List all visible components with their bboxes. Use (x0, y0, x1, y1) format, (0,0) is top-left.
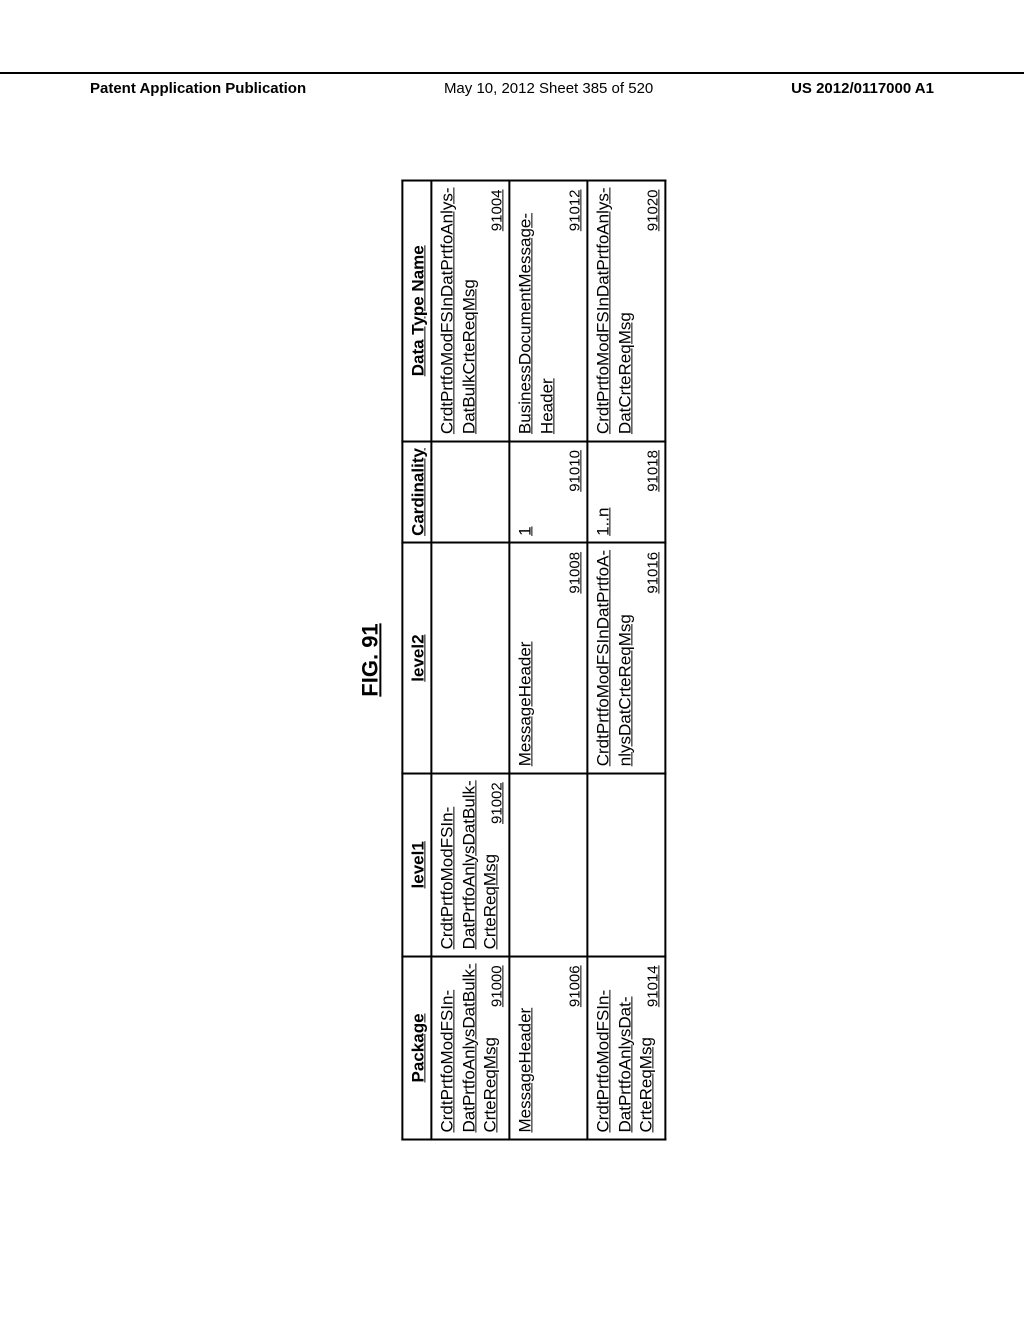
header-center: May 10, 2012 Sheet 385 of 520 (444, 80, 653, 97)
table-header-row: Package level1 level2 Cardinality Data T… (402, 180, 431, 1139)
table-row: MessageHeader 91006 MessageHeader 91008 1 910… (510, 180, 588, 1139)
cell-text: DatPrtfoAnlysDat- (614, 963, 635, 1132)
cell-text: 1 (515, 448, 536, 536)
cell-level2: CrdtPrtfoModFSInDatPrtfoA-nlysDatCrteReq… (588, 543, 666, 773)
cell-card: 1 91010 (510, 441, 588, 543)
cell-level1 (588, 773, 666, 956)
cell-text: MessageHeader (515, 963, 536, 1132)
cell-package: CrdtPrtfoModFSIn-DatPrtfoAnlysDat-CrteRe… (588, 956, 666, 1139)
col-header-cardinality: Cardinality (402, 441, 431, 543)
cell-text: BusinessDocumentMessage- (515, 187, 536, 434)
figure-title: FIG. 91 (357, 179, 383, 1140)
cell-ref: 91018 (644, 450, 663, 492)
cell-text: DatCrteReqMsg (614, 187, 635, 434)
cell-level1 (510, 773, 588, 956)
cell-text: CrdtPrtfoModFSInDatPrtfoAnlys- (437, 187, 458, 434)
col-header-package: Package (402, 956, 431, 1139)
cell-dtype: CrdtPrtfoModFSInDatPrtfoAnlys-DatBulkCrt… (432, 180, 510, 441)
cell-text: CrdtPrtfoModFSInDatPrtfoA- (593, 550, 614, 766)
cell-ref: 91012 (566, 189, 585, 231)
cell-card: 1..n 91018 (588, 441, 666, 543)
cell-text: CrdtPrtfoModFSInDatPrtfoAnlys- (593, 187, 614, 434)
cell-text: MessageHeader (515, 550, 536, 766)
cell-ref: 91016 (644, 552, 663, 594)
cell-text: Header (536, 187, 557, 434)
cell-dtype: CrdtPrtfoModFSInDatPrtfoAnlys-DatCrteReq… (588, 180, 666, 441)
table-row: CrdtPrtfoModFSIn-DatPrtfoAnlysDat-CrteRe… (588, 180, 666, 1139)
cell-level2: MessageHeader 91008 (510, 543, 588, 773)
cell-text: CrdtPrtfoModFSIn- (593, 963, 614, 1132)
cell-package: MessageHeader 91006 (510, 956, 588, 1139)
table-row: CrdtPrtfoModFSIn-DatPrtfoAnlysDatBulk-Cr… (432, 180, 510, 1139)
figure-container: FIG. 91 Package level1 level2 Cardinalit… (357, 179, 666, 1140)
cell-ref: 91020 (644, 189, 663, 231)
cell-level2 (432, 543, 510, 773)
cell-level1: CrdtPrtfoModFSIn-DatPrtfoAnlysDatBulk-Cr… (432, 773, 510, 956)
cell-ref: 91006 (566, 965, 585, 1007)
cell-dtype: BusinessDocumentMessage-Header 91012 (510, 180, 588, 441)
page-header: Patent Application Publication May 10, 2… (0, 72, 1024, 97)
header-right: US 2012/0117000 A1 (791, 80, 1024, 97)
cell-text: CrdtPrtfoModFSIn- (437, 780, 458, 949)
data-table: Package level1 level2 Cardinality Data T… (401, 179, 666, 1140)
cell-ref: 91008 (566, 552, 585, 594)
col-header-level2: level2 (402, 543, 431, 773)
cell-ref: 91014 (644, 965, 663, 1007)
col-header-datatype: Data Type Name (402, 180, 431, 441)
cell-text: DatPrtfoAnlysDatBulk- (458, 963, 479, 1132)
cell-ref: 91002 (488, 782, 507, 824)
col-header-level1: level1 (402, 773, 431, 956)
header-left: Patent Application Publication (0, 80, 306, 97)
cell-text: CrdtPrtfoModFSIn- (437, 963, 458, 1132)
cell-text: nlysDatCrteReqMsg (614, 550, 635, 766)
cell-package: CrdtPrtfoModFSIn-DatPrtfoAnlysDatBulk-Cr… (432, 956, 510, 1139)
table-body: CrdtPrtfoModFSIn-DatPrtfoAnlysDatBulk-Cr… (432, 180, 666, 1139)
cell-card (432, 441, 510, 543)
cell-ref: 91004 (488, 189, 507, 231)
cell-text: DatPrtfoAnlysDatBulk- (458, 780, 479, 949)
cell-text: DatBulkCrteReqMsg (458, 187, 479, 434)
cell-ref: 91010 (566, 450, 585, 492)
cell-ref: 91000 (488, 965, 507, 1007)
cell-text: 1..n (593, 448, 614, 536)
